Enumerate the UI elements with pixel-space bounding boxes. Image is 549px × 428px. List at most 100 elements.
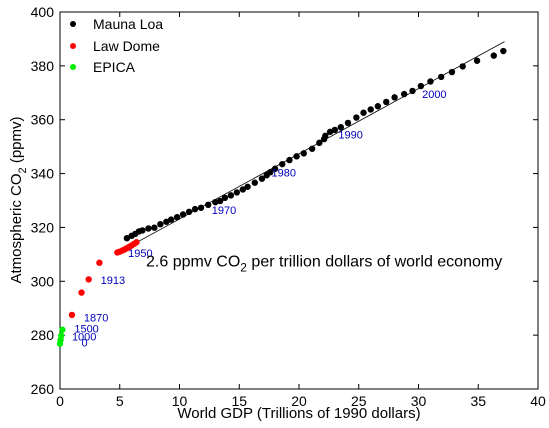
data-point-mauna-loa <box>197 204 205 211</box>
y-tick-label: 300 <box>31 273 55 289</box>
x-tick-label: 5 <box>116 393 124 409</box>
data-point-mauna-loa <box>383 98 390 106</box>
legend-label-mauna-loa: Mauna Loa <box>93 16 163 32</box>
y-axis-title: Atmospheric CO2 (ppmv) <box>8 116 29 283</box>
data-point-mauna-loa <box>251 179 258 186</box>
legend-label-law-dome: Law Dome <box>93 38 160 54</box>
data-point-mauna-loa <box>163 218 170 225</box>
data-point-mauna-loa <box>353 114 360 121</box>
data-point-mauna-loa <box>459 63 466 70</box>
data-point-mauna-loa <box>179 211 187 218</box>
data-point-mauna-loa <box>233 189 241 196</box>
y-tick-label: 360 <box>31 112 55 128</box>
data-point-mauna-loa <box>360 109 367 116</box>
data-point-epica <box>59 326 66 333</box>
data-point-mauna-loa <box>204 201 212 209</box>
data-point-mauna-loa <box>417 82 425 90</box>
annotation-rest: per trillion dollars of world economy <box>247 253 502 270</box>
year-label: 1500 <box>74 323 98 335</box>
y-tick-label: 280 <box>31 327 55 343</box>
data-point-mauna-loa <box>374 103 382 110</box>
y-tick-label: 380 <box>31 58 55 74</box>
data-point-mauna-loa <box>427 78 434 85</box>
data-point-mauna-loa <box>308 145 316 152</box>
data-marks <box>56 41 507 347</box>
x-tick-label: 15 <box>231 393 247 409</box>
data-point-mauna-loa <box>167 216 175 223</box>
data-point-mauna-loa <box>212 198 219 206</box>
legend-marker-epica <box>70 64 76 70</box>
data-point-mauna-loa <box>400 90 408 98</box>
legend-marker-mauna-loa <box>70 21 76 27</box>
data-point-mauna-loa <box>322 132 329 140</box>
year-label: 2000 <box>422 89 446 101</box>
data-point-law-dome <box>96 259 103 266</box>
data-point-mauna-loa <box>191 205 199 213</box>
legend-label-epica: EPICA <box>93 59 136 75</box>
data-point-mauna-loa <box>409 87 416 95</box>
data-point-mauna-loa <box>344 119 352 127</box>
data-point-law-dome <box>133 239 140 246</box>
plot-area <box>59 11 539 390</box>
y-axis-title-subscript: 2 <box>17 167 29 173</box>
data-point-mauna-loa <box>391 94 398 101</box>
year-label: 1990 <box>338 130 362 142</box>
year-label: 1913 <box>101 275 125 287</box>
annotation-subscript: 2 <box>240 260 247 274</box>
data-point-mauna-loa <box>316 139 323 147</box>
y-axis-title-main: Atmospheric CO <box>8 173 25 283</box>
x-tick-label: 25 <box>351 393 367 409</box>
data-point-mauna-loa <box>145 225 152 232</box>
annotation-main: 2.6 ppmv CO <box>146 253 240 270</box>
data-point-mauna-loa <box>279 160 286 168</box>
data-point-mauna-loa <box>500 47 507 55</box>
data-point-mauna-loa <box>271 165 279 172</box>
data-point-mauna-loa <box>151 224 158 231</box>
year-label: 1950 <box>128 248 152 260</box>
data-point-law-dome <box>68 311 76 319</box>
year-label: 1000 <box>72 332 96 344</box>
year-label: 1870 <box>84 313 108 325</box>
x-tick-label: 30 <box>411 393 427 409</box>
data-point-mauna-loa <box>286 156 293 164</box>
x-tick-label: 40 <box>530 393 546 409</box>
y-tick-label: 340 <box>31 166 55 182</box>
data-point-mauna-loa <box>490 52 497 59</box>
x-tick-label: 0 <box>56 393 64 409</box>
data-point-mauna-loa <box>300 150 307 157</box>
x-axis-title: World GDP (Trillions of 1990 dollars) <box>177 405 420 422</box>
y-tick-label: 400 <box>31 4 55 20</box>
data-point-mauna-loa <box>239 186 247 193</box>
y-tick-label: 320 <box>31 219 55 235</box>
data-point-mauna-loa <box>438 73 445 81</box>
data-point-mauna-loa <box>227 192 235 199</box>
data-point-mauna-loa <box>123 235 131 242</box>
data-point-mauna-loa <box>337 124 345 131</box>
x-tick-label: 35 <box>470 393 486 409</box>
data-point-mauna-loa <box>244 183 251 190</box>
data-point-mauna-loa <box>293 153 300 160</box>
data-point-mauna-loa <box>367 106 374 113</box>
year-label: 1980 <box>272 167 296 179</box>
y-axis-title-unit: (ppmv) <box>8 116 25 167</box>
data-point-law-dome <box>78 289 85 296</box>
legend-marker-law-dome <box>70 43 76 49</box>
y-tick-label: 260 <box>31 381 55 397</box>
data-point-mauna-loa <box>173 213 181 221</box>
data-point-mauna-loa <box>331 126 339 134</box>
data-point-mauna-loa <box>185 208 193 216</box>
slope-annotation: 2.6 ppmv CO2 per trillion dollars of wor… <box>146 253 502 274</box>
data-point-mauna-loa <box>473 57 481 64</box>
x-tick-label: 10 <box>172 393 188 409</box>
year-label: 0 <box>82 337 88 349</box>
data-point-mauna-loa <box>139 227 146 234</box>
data-point-mauna-loa <box>157 220 164 228</box>
x-tick-label: 20 <box>291 393 307 409</box>
legend: Mauna Loa Law Dome EPICA <box>70 16 163 75</box>
year-label: 1970 <box>212 205 236 217</box>
data-point-mauna-loa <box>221 194 229 202</box>
data-point-mauna-loa <box>258 175 266 182</box>
